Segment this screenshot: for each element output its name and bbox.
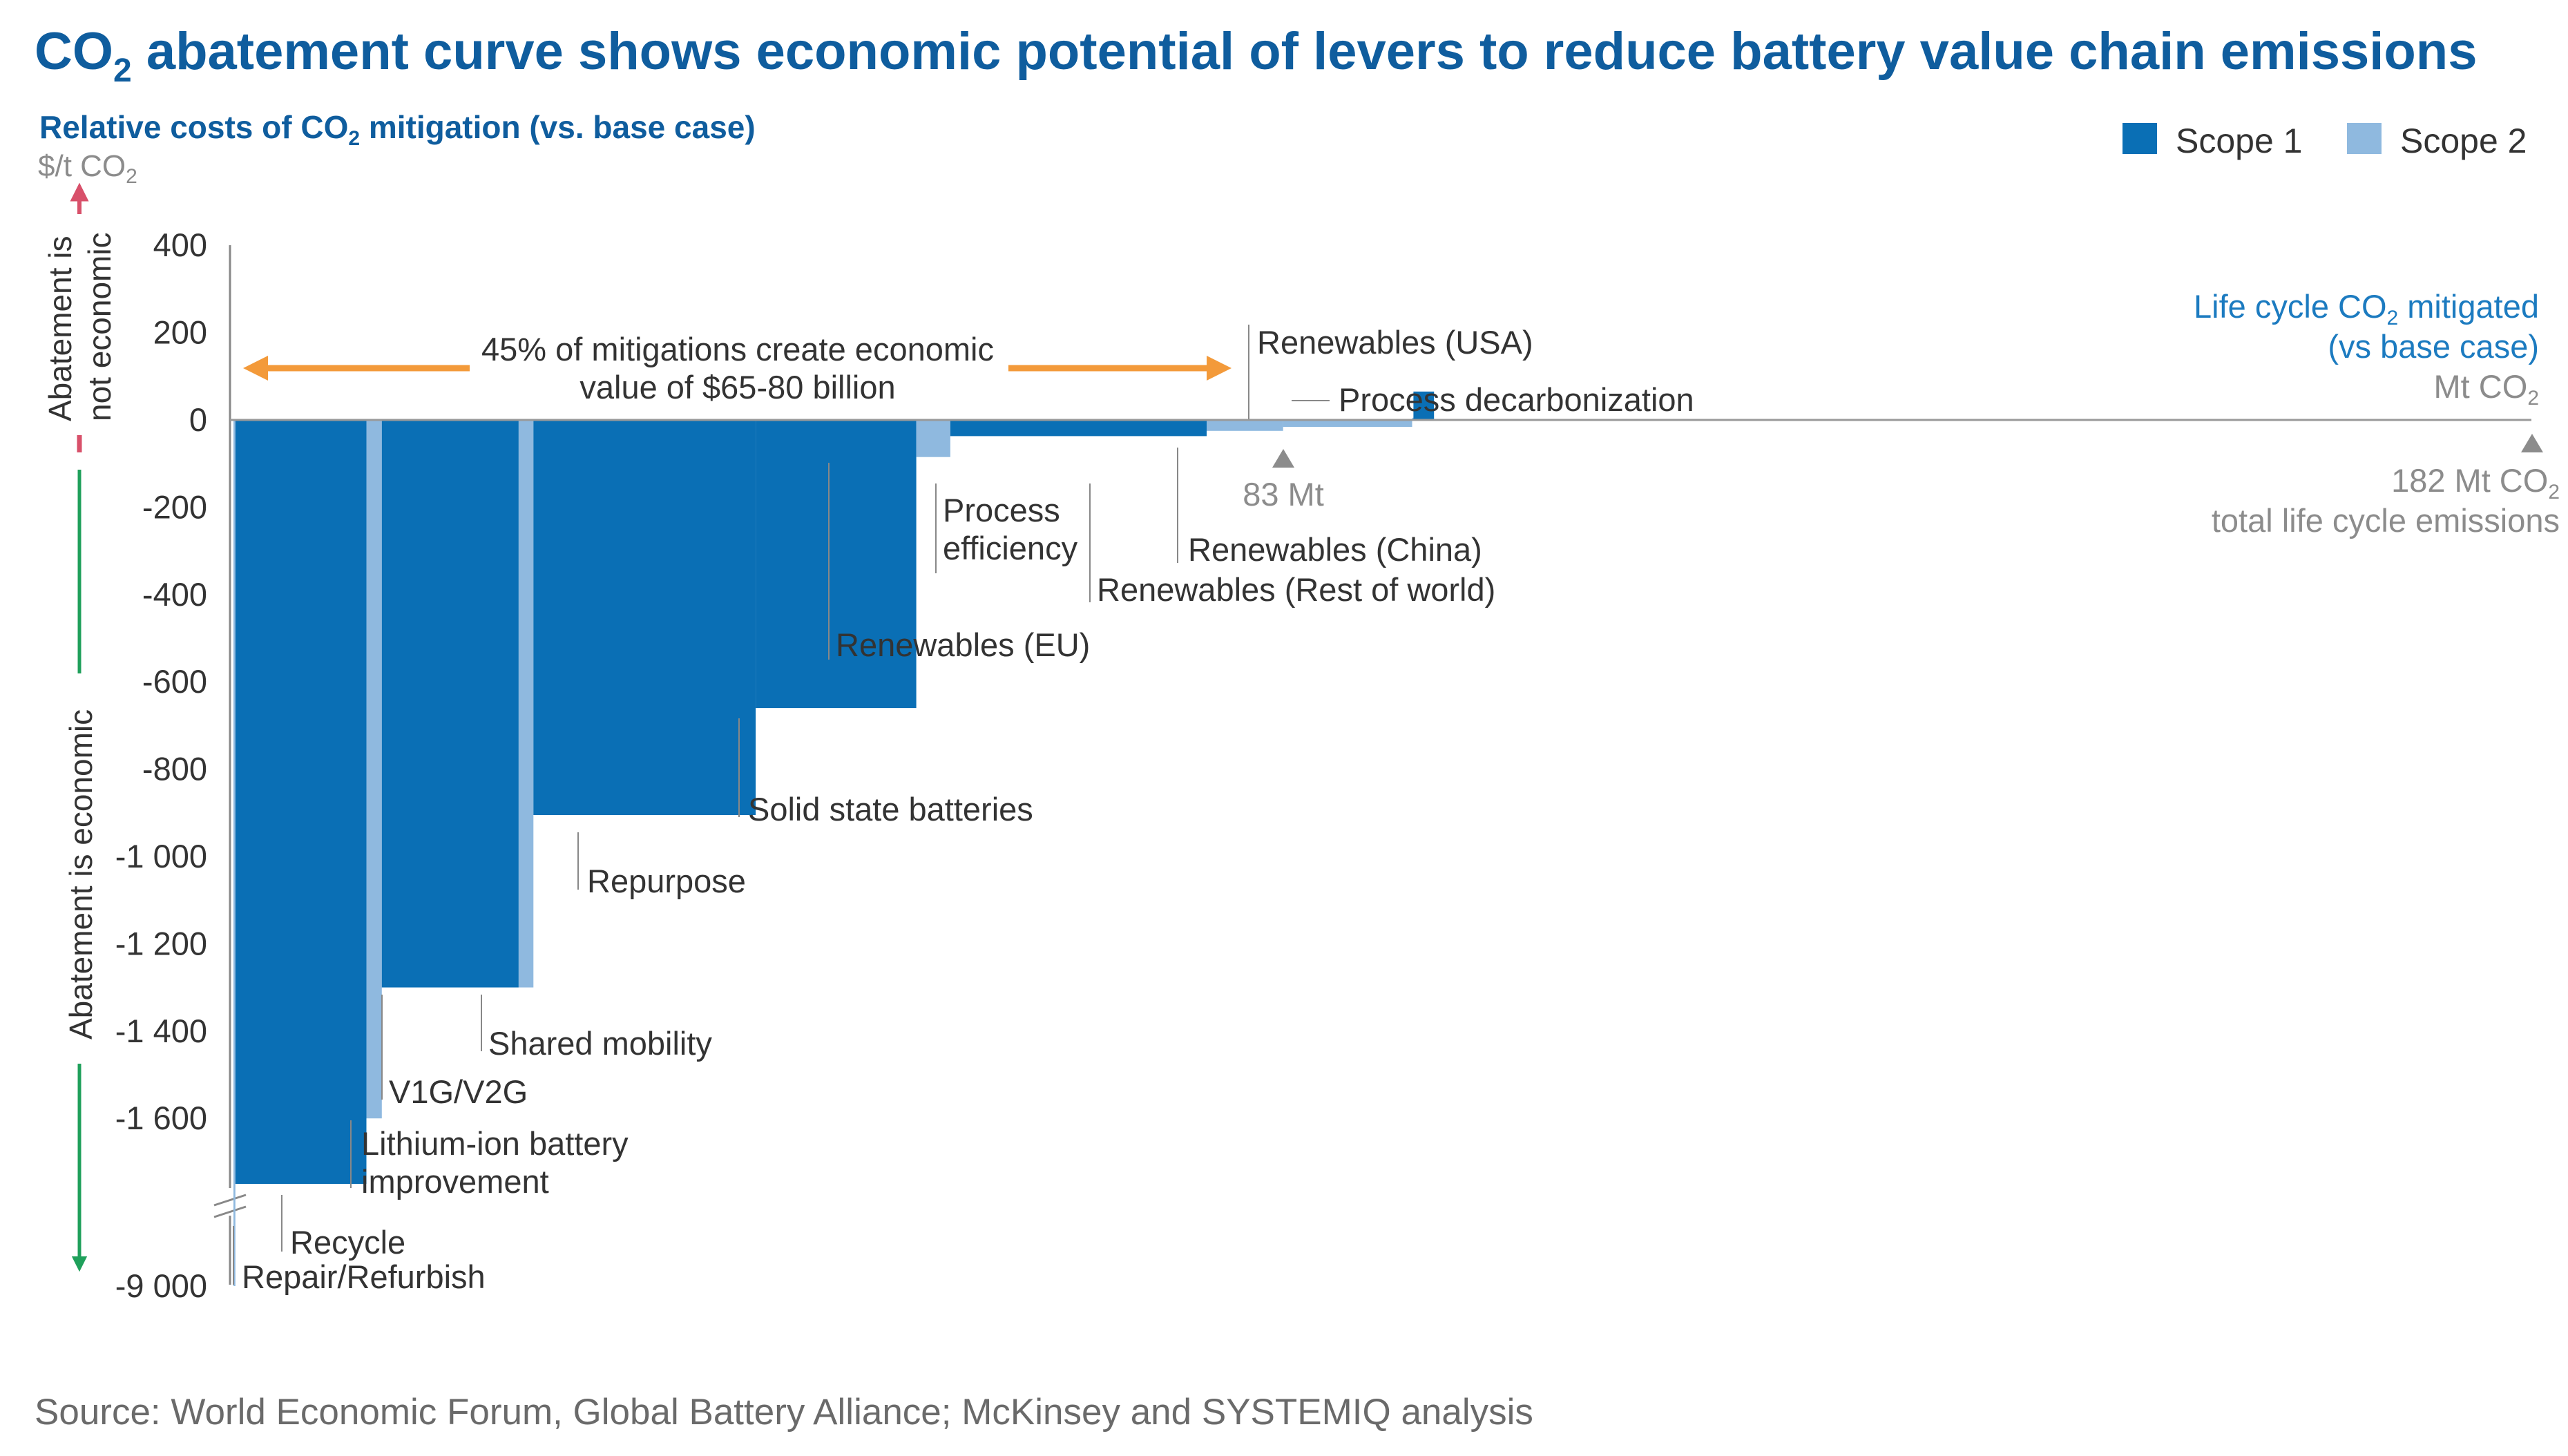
legend-swatch-scope2 <box>2347 123 2382 154</box>
axis-break <box>213 1194 247 1218</box>
annotation-line-2: value of $65-80 billion <box>579 369 895 405</box>
label-lithium-ion-2: improvement <box>361 1163 549 1200</box>
y-tick-label: -1 000 <box>115 838 207 874</box>
bar-repair-refurbish <box>233 420 236 1286</box>
bar-renewables-china <box>1283 420 1412 428</box>
x-axis-title: Life cycle CO2 mitigated (vs base case) … <box>2194 288 2539 410</box>
label-repurpose: Repurpose <box>587 863 746 899</box>
not-economic-label: Abatement is <box>42 236 78 421</box>
label-repair-refurbish: Repair/Refurbish <box>242 1258 486 1295</box>
marker-182-label-2: total life cycle emissions <box>2212 502 2560 539</box>
legend-swatch-scope1 <box>2123 123 2157 154</box>
annotation-line-1: 45% of mitigations create economic <box>481 331 994 367</box>
bar-v1g-v2g <box>381 420 519 988</box>
label-v1g-v2g: V1G/V2G <box>389 1073 528 1110</box>
bar-repurpose <box>533 420 756 815</box>
label-lithium-ion: Lithium-ion battery <box>361 1125 629 1162</box>
y-tick-label: 0 <box>189 401 207 438</box>
x-axis-unit: Mt CO2 <box>2434 368 2539 410</box>
annotation: 45% of mitigations create economic value… <box>243 331 1232 405</box>
label-process-efficiency: Process <box>943 492 1060 528</box>
title-subscript: 2 <box>113 52 132 89</box>
y-tick-label: -800 <box>142 751 207 787</box>
marker-83-label: 83 Mt <box>1243 476 1324 513</box>
y-axis-unit: $/t CO2 <box>38 149 137 188</box>
bar-renewables-usa <box>1412 417 1414 420</box>
bar-shared-mobility <box>518 420 534 988</box>
label-renewables-china: Renewables (China) <box>1188 531 1482 568</box>
y-tick-label: -600 <box>142 663 207 700</box>
bar-renewables-eu <box>916 420 950 457</box>
source-note: Source: World Economic Forum, Global Bat… <box>35 1392 1533 1433</box>
side-indicator: Abatement is not economic Abatement is e… <box>42 182 117 1272</box>
bar-solid-state-batteries <box>756 420 917 709</box>
bar-lithium-ion-battery-improvement <box>366 420 382 1119</box>
economic-label: Abatement is economic <box>63 709 99 1040</box>
x-axis-title-line-2: (vs base case) <box>2328 328 2539 365</box>
legend-label-scope1: Scope 1 <box>2176 122 2302 160</box>
bar-recycle <box>235 420 367 1184</box>
label-shared-mobility: Shared mobility <box>488 1025 712 1062</box>
y-tick-label: -1 600 <box>115 1100 207 1136</box>
label-renewables-usa: Renewables (USA) <box>1257 324 1533 361</box>
y-tick-label: -1 400 <box>115 1013 207 1049</box>
y-tick-label: -400 <box>142 576 207 613</box>
x-markers: 83 Mt 182 Mt CO2 total life cycle emissi… <box>1243 434 2560 539</box>
x-axis-title-line-1: Life cycle CO2 mitigated <box>2194 288 2539 329</box>
bar-process-decarbonization <box>1413 391 1435 420</box>
marker-182-triangle <box>2521 434 2543 452</box>
legend: Scope 1 Scope 2 <box>2123 122 2527 160</box>
y-axis-title: Relative costs of CO2 mitigation (vs. ba… <box>39 109 756 150</box>
bars-group <box>233 391 1435 1286</box>
marker-182-label: 182 Mt CO2 <box>2391 462 2560 504</box>
chart-title: CO2 abatement curve shows economic poten… <box>35 22 2477 89</box>
bar-labels: Repair/Refurbish Recycle Lithium-ion bat… <box>233 324 1694 1295</box>
y-tick-label: -9 000 <box>115 1267 207 1304</box>
y-tick-label: 200 <box>153 314 207 351</box>
legend-label-scope2: Scope 2 <box>2400 122 2527 160</box>
not-economic-label-2: not economic <box>82 232 117 421</box>
marker-83-triangle <box>1272 449 1294 468</box>
y-tick-label: -1 200 <box>115 925 207 961</box>
label-recycle: Recycle <box>290 1224 405 1261</box>
label-renewables-eu: Renewables (EU) <box>836 626 1090 663</box>
label-solid-state: Solid state batteries <box>748 791 1033 827</box>
y-axis-ticks: 400 200 0 -200 -400 -600 -800 -1 000 -1 200 -1 40… <box>115 227 207 1304</box>
bar-process-efficiency <box>950 420 1207 437</box>
label-process-efficiency-2: efficiency <box>943 530 1078 566</box>
bar-renewables-rest-of-world <box>1207 420 1283 431</box>
label-renewables-row: Renewables (Rest of world) <box>1097 571 1495 608</box>
y-tick-label: -200 <box>142 488 207 525</box>
y-tick-label: 400 <box>153 227 207 263</box>
label-process-decarbonization: Process decarbonization <box>1339 381 1694 418</box>
